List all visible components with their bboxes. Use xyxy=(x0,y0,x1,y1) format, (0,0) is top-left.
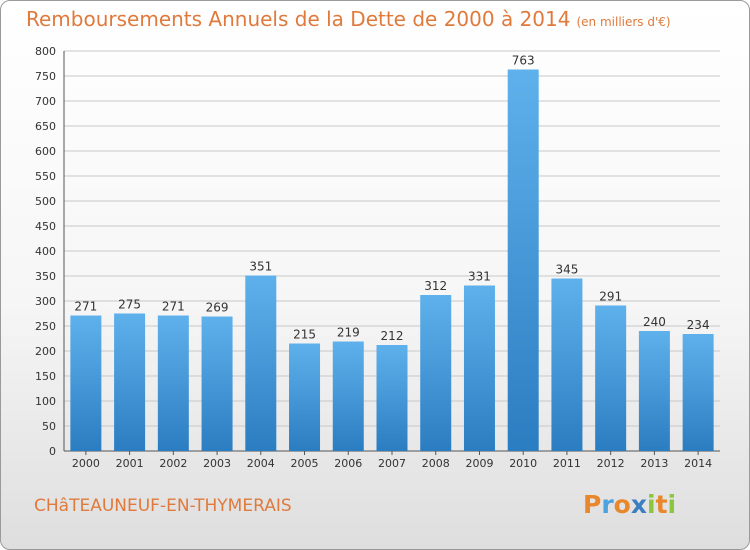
y-tick-label: 50 xyxy=(42,420,56,433)
x-tick-label: 2001 xyxy=(116,457,144,470)
bar xyxy=(157,315,189,451)
y-tick-label: 150 xyxy=(35,370,56,383)
x-tick-label: 2002 xyxy=(159,457,187,470)
y-tick-label: 800 xyxy=(35,45,56,58)
city-name: CHâTEAUNEUF-EN-THYMERAIS xyxy=(34,496,292,516)
bar xyxy=(463,285,495,451)
y-tick-label: 400 xyxy=(35,245,56,258)
x-tick-label: 2009 xyxy=(465,457,493,470)
bar xyxy=(638,331,670,451)
x-tick-label: 2003 xyxy=(203,457,231,470)
value-label: 240 xyxy=(643,315,666,329)
x-tick-label: 2010 xyxy=(509,457,537,470)
value-label: 312 xyxy=(424,279,447,293)
x-tick-label: 2013 xyxy=(640,457,668,470)
y-tick-label: 350 xyxy=(35,270,56,283)
value-label: 763 xyxy=(512,54,535,68)
chart-title: Remboursements Annuels de la Dette de 20… xyxy=(26,7,671,31)
y-tick-label: 500 xyxy=(35,195,56,208)
x-tick-label: 2000 xyxy=(72,457,100,470)
value-label: 234 xyxy=(687,318,710,332)
logo-letter: i xyxy=(667,490,677,519)
chart-title-text: Remboursements Annuels de la Dette de 20… xyxy=(26,7,571,31)
y-tick-label: 0 xyxy=(49,445,56,458)
x-tick-label: 2004 xyxy=(247,457,275,470)
value-label: 271 xyxy=(162,300,185,314)
bar xyxy=(551,278,583,451)
value-label: 291 xyxy=(599,290,622,304)
logo-letter: t xyxy=(655,490,668,519)
value-label: 219 xyxy=(337,326,360,340)
bar xyxy=(420,295,452,451)
x-tick-label: 2005 xyxy=(291,457,319,470)
value-label: 212 xyxy=(381,329,404,343)
bar xyxy=(682,334,714,451)
bar xyxy=(332,341,364,451)
x-tick-label: 2006 xyxy=(334,457,362,470)
x-tick-label: 2007 xyxy=(378,457,406,470)
y-tick-label: 250 xyxy=(35,320,56,333)
y-tick-label: 750 xyxy=(35,70,56,83)
y-tick-label: 300 xyxy=(35,295,56,308)
value-label: 215 xyxy=(293,328,316,342)
logo-letter: i xyxy=(647,490,656,519)
y-tick-label: 200 xyxy=(35,345,56,358)
value-label: 275 xyxy=(118,298,141,312)
x-tick-label: 2014 xyxy=(684,457,712,470)
chart-unit: (en milliers d'€) xyxy=(576,15,671,29)
x-tick-label: 2011 xyxy=(553,457,581,470)
proxiti-logo: Proxiti xyxy=(583,490,676,519)
value-label: 271 xyxy=(74,300,97,314)
bar xyxy=(201,316,233,451)
logo-letter: P xyxy=(583,490,602,519)
value-label: 331 xyxy=(468,270,491,284)
bar xyxy=(595,305,627,451)
bar xyxy=(507,69,539,451)
bar xyxy=(70,315,102,451)
bar xyxy=(114,313,146,451)
logo-letter: r xyxy=(601,490,614,519)
logo-letter: o xyxy=(613,490,631,519)
y-tick-label: 650 xyxy=(35,120,56,133)
x-tick-label: 2008 xyxy=(422,457,450,470)
value-label: 345 xyxy=(555,263,578,277)
y-tick-label: 450 xyxy=(35,220,56,233)
value-label: 351 xyxy=(249,260,272,274)
y-tick-label: 600 xyxy=(35,145,56,158)
bar xyxy=(245,275,277,451)
bar xyxy=(289,343,321,451)
bar xyxy=(376,345,408,451)
y-tick-label: 100 xyxy=(35,395,56,408)
y-tick-label: 700 xyxy=(35,95,56,108)
logo-letter: x xyxy=(630,490,647,519)
y-tick-label: 550 xyxy=(35,170,56,183)
x-tick-label: 2012 xyxy=(597,457,625,470)
value-label: 269 xyxy=(206,301,229,315)
